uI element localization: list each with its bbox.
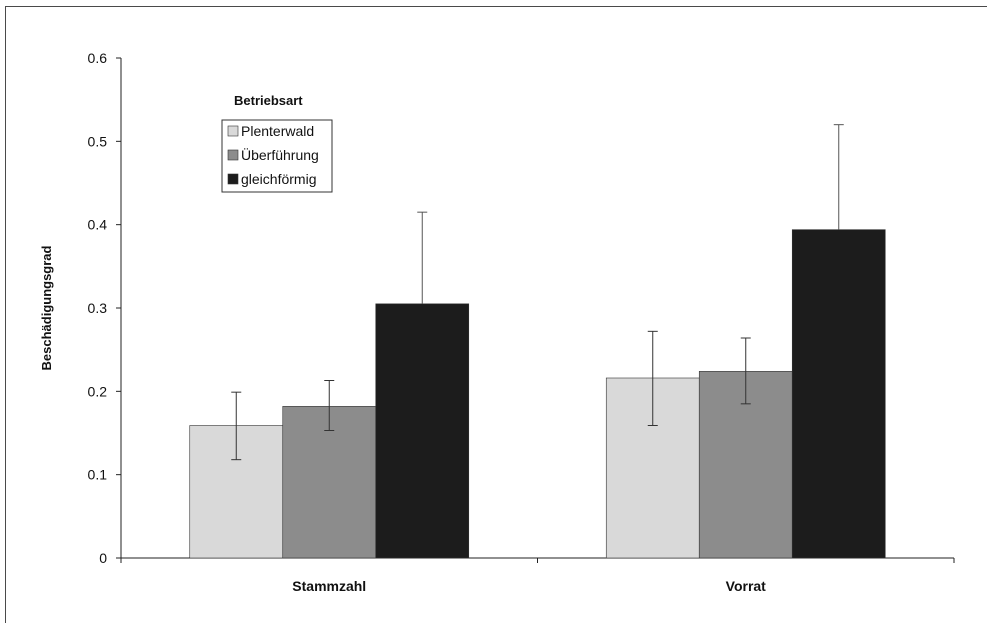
legend-swatch: [227, 149, 239, 161]
y-tick-label: 0.2: [88, 383, 108, 399]
y-axis-label: Beschädigungsgrad: [39, 245, 54, 370]
legend-swatch: [227, 173, 239, 185]
category-label: Vorrat: [726, 578, 767, 594]
bar: [282, 406, 377, 559]
legend-label: Überführung: [241, 146, 319, 163]
y-tick-label: 0.1: [88, 467, 108, 483]
labels: 0 0.1 0.2 0.3 0.4 0.5 0.6 Beschädigungsgrad Stam…: [39, 50, 766, 594]
bars: [189, 229, 886, 559]
legend-box: [221, 119, 333, 193]
legend: Betriebsart Plenterwald Überführung gleichf…: [221, 93, 333, 193]
error-bars: [231, 124, 844, 461]
y-tick-label: 0.6: [88, 50, 108, 66]
category-label: Stammzahl: [292, 578, 366, 594]
legend-label: Plenterwald: [241, 123, 314, 139]
legend-label: gleichförmig: [241, 171, 316, 187]
bar: [375, 303, 470, 559]
y-tick-label: 0.5: [88, 133, 108, 149]
y-tick-label: 0.4: [88, 217, 108, 233]
legend-title: Betriebsart: [234, 93, 303, 108]
chart-frame: [5, 6, 987, 623]
legend-swatch: [227, 125, 239, 137]
y-tick-label: 0.3: [88, 300, 108, 316]
y-tick-label: 0: [99, 550, 107, 566]
bar: [791, 229, 886, 559]
